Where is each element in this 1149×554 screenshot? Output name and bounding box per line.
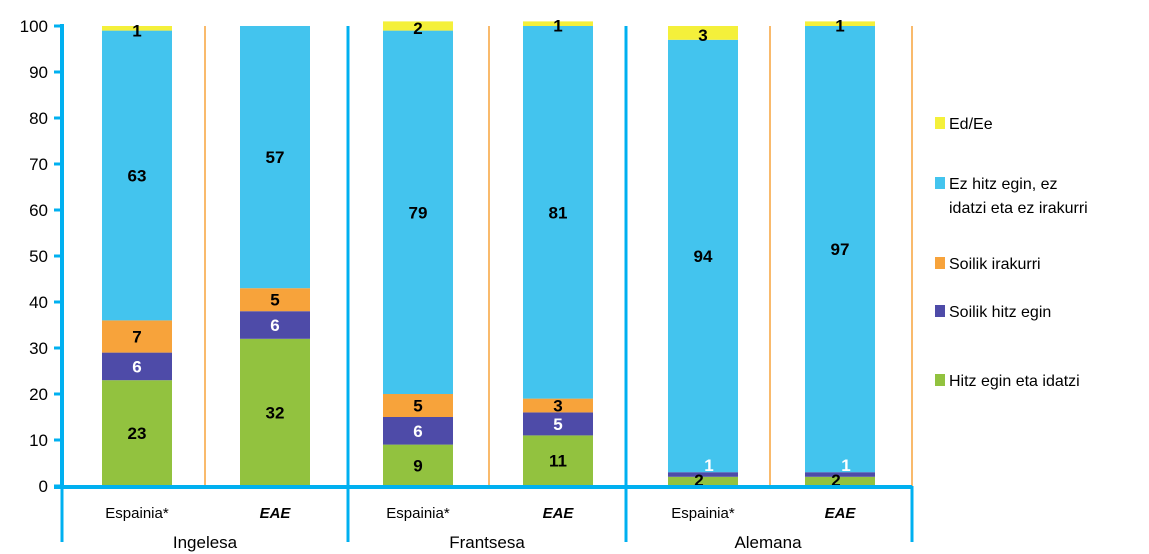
category-label: EAE [825, 505, 857, 522]
category-label: Espainia* [105, 505, 169, 522]
data-label: 5 [413, 397, 422, 416]
data-label: 11 [549, 452, 567, 471]
bar-segment [523, 21, 593, 26]
legend-swatch [935, 374, 945, 386]
bar-segment [523, 435, 593, 486]
data-label: 1 [553, 17, 562, 36]
legend-item: Ez hitz egin, ez idatzi eta ez irakurri [935, 176, 1088, 217]
legend-label: Hitz egin eta idatzi [949, 373, 1080, 390]
bar-segment [523, 26, 593, 399]
data-label: 1 [132, 21, 141, 40]
legend-label: Ez hitz egin, ez [949, 176, 1058, 193]
y-tick-label: 30 [29, 339, 48, 358]
legend-label: Ed/Ee [949, 116, 993, 133]
data-label: 5 [270, 291, 279, 310]
data-label: 63 [128, 167, 147, 186]
bar-segment [240, 26, 310, 289]
category-label: Espainia* [671, 505, 735, 522]
data-label: 9 [413, 456, 422, 475]
bar-segment [102, 352, 172, 381]
y-tick-label: 70 [29, 155, 48, 174]
data-label: 97 [831, 240, 850, 259]
data-label: 1 [841, 456, 850, 475]
data-label: 3 [553, 397, 562, 416]
bar-segment [805, 476, 875, 486]
legend-label: idatzi eta ez irakurri [949, 200, 1088, 217]
y-tick-label: 50 [29, 247, 48, 266]
bar-segment [805, 21, 875, 26]
y-tick-label: 90 [29, 63, 48, 82]
data-label: 79 [409, 203, 428, 222]
data-label: 2 [694, 471, 703, 490]
bar-segment [102, 320, 172, 353]
legend: Ed/Ee Ez hitz egin, ez idatzi eta ez iraku… [935, 116, 1088, 390]
legend-swatch [935, 117, 945, 129]
bar-segment [668, 476, 738, 486]
bar-segment [240, 338, 310, 486]
bar-segment [102, 380, 172, 486]
bar-segment [383, 21, 453, 31]
group-label: Alemana [734, 533, 802, 552]
data-label: 5 [553, 415, 562, 434]
axes: 0 10 20 30 40 50 60 70 80 90 100 Espainia* EAE Espain… [20, 17, 914, 552]
y-tick-label: 80 [29, 109, 48, 128]
y-tick-label: 10 [29, 431, 48, 450]
bar-segment [805, 472, 875, 477]
legend-swatch [935, 177, 945, 189]
data-label: 1 [704, 456, 713, 475]
bar-segment [668, 26, 738, 40]
bar-segment [383, 444, 453, 486]
legend-item: Soilik hitz egin [935, 304, 1051, 321]
bar-segment [383, 30, 453, 394]
data-label: 6 [270, 316, 279, 335]
bar-segment [383, 394, 453, 417]
y-tick-label: 100 [20, 17, 48, 36]
data-label: 6 [413, 422, 422, 441]
bars [102, 21, 875, 486]
legend-swatch [935, 305, 945, 317]
data-label: 1 [835, 17, 844, 36]
y-tick-label: 20 [29, 385, 48, 404]
data-label: 6 [132, 357, 141, 376]
category-label: EAE [260, 505, 292, 522]
bar-segment [240, 311, 310, 339]
data-label: 94 [694, 247, 713, 266]
legend-item: Hitz egin eta idatzi [935, 373, 1080, 390]
bar-segment [383, 417, 453, 445]
category-label: Espainia* [386, 505, 450, 522]
bar-segment [668, 472, 738, 477]
legend-item: Soilik irakurri [935, 256, 1041, 273]
data-label: 3 [698, 26, 707, 45]
legend-item: Ed/Ee [935, 116, 993, 133]
data-label: 57 [266, 148, 285, 167]
data-label: 81 [549, 203, 568, 222]
legend-swatch [935, 257, 945, 269]
bar-segment [523, 398, 593, 413]
bar-segment [668, 39, 738, 473]
data-label: 32 [266, 403, 285, 422]
bar-segment [805, 26, 875, 473]
legend-label: Soilik irakurri [949, 256, 1041, 273]
category-label: EAE [543, 505, 575, 522]
bar-segment [102, 30, 172, 321]
data-label: 7 [132, 328, 141, 347]
y-tick-label: 60 [29, 201, 48, 220]
bar-segment [523, 412, 593, 436]
data-label: 2 [413, 19, 422, 38]
bar-segment [102, 26, 172, 31]
plot-area [204, 26, 913, 486]
data-label: 2 [831, 471, 840, 490]
y-tick-label: 0 [39, 477, 48, 496]
group-label: Ingelesa [173, 533, 238, 552]
bar-segment [240, 288, 310, 312]
y-tick-label: 40 [29, 293, 48, 312]
data-label: 23 [128, 424, 147, 443]
group-label: Frantsesa [449, 533, 525, 552]
legend-label: Soilik hitz egin [949, 304, 1051, 321]
